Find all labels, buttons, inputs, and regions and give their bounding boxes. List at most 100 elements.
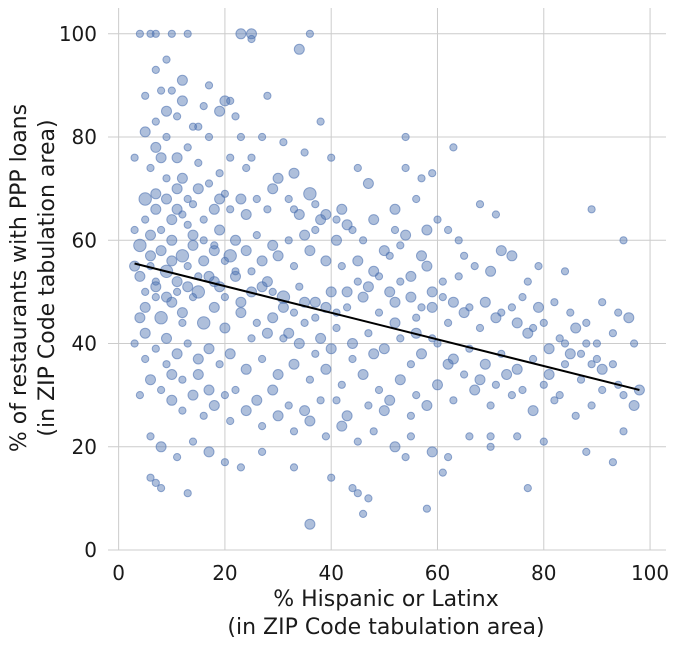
- scatter-point: [623, 312, 635, 324]
- scatter-point: [320, 209, 332, 220]
- scatter-point: [155, 245, 167, 257]
- y-tick-labels: 0 20 40 60 80 100: [59, 22, 97, 562]
- scatter-point: [304, 415, 316, 427]
- scatter-point: [204, 179, 214, 188]
- scatter-point: [396, 334, 405, 343]
- grid-lines: [108, 8, 666, 551]
- scatter-point: [155, 152, 167, 164]
- scatter-point: [157, 225, 166, 235]
- scatter-point: [364, 401, 373, 410]
- scatter-point: [337, 380, 346, 389]
- scatter-point: [288, 167, 300, 179]
- scatter-point: [491, 380, 500, 389]
- scatter-point: [157, 484, 166, 493]
- scatter-point: [321, 432, 330, 441]
- x-tick-labels: 0 20 40 60 80 100: [112, 561, 669, 585]
- scatter-point: [438, 277, 447, 286]
- scatter-point: [208, 400, 220, 411]
- scatter-point: [432, 379, 443, 391]
- y-tick-label: 40: [72, 332, 97, 356]
- y-tick-label: 100: [59, 22, 97, 46]
- scatter-point: [433, 215, 442, 224]
- scatter-point: [183, 262, 192, 271]
- scatter-point: [608, 360, 618, 369]
- scatter-point: [272, 369, 284, 380]
- scatter-point: [299, 229, 311, 241]
- scatter-point: [194, 122, 203, 131]
- scatter-point: [449, 396, 458, 405]
- scatter-point: [162, 55, 171, 64]
- scatter-point: [576, 349, 586, 358]
- scatter-point: [320, 363, 332, 375]
- scatter-point: [171, 348, 183, 360]
- scatter-point: [543, 343, 555, 355]
- scatter-point: [151, 293, 160, 302]
- scatter-point: [151, 65, 160, 75]
- scatter-point: [495, 245, 507, 257]
- scatter-point: [166, 255, 178, 267]
- scatter-point: [267, 183, 279, 195]
- scatter-point: [364, 329, 373, 338]
- scatter-point: [412, 391, 421, 400]
- scatter-point: [162, 174, 171, 183]
- scatter-point: [475, 200, 485, 209]
- scatter-point: [353, 277, 362, 286]
- scatter-point: [188, 200, 198, 209]
- scatter-point: [332, 323, 341, 333]
- scatter-point: [272, 250, 284, 262]
- y-axis-title-line-1: % of restaurants with PPP loans: [7, 104, 32, 452]
- scatter-point: [394, 374, 406, 386]
- scatter-point: [506, 250, 518, 262]
- scatter-point: [192, 353, 204, 365]
- scatter-point: [256, 281, 268, 293]
- scatter-point: [485, 265, 497, 277]
- scatter-point: [523, 484, 532, 493]
- scatter-point: [203, 446, 215, 458]
- y-tick-label: 60: [72, 228, 97, 252]
- scatter-point: [412, 194, 421, 204]
- scatter-point: [247, 267, 256, 276]
- scatter-point: [491, 210, 500, 219]
- scatter-point: [315, 332, 327, 344]
- scatter-point: [199, 102, 208, 111]
- scatter-point: [401, 453, 410, 462]
- x-tick-label: 40: [318, 561, 343, 585]
- y-tick-label: 0: [84, 538, 97, 562]
- scatter-point: [154, 311, 168, 325]
- scatter-point: [529, 354, 538, 364]
- scatter-point: [214, 105, 226, 117]
- scatter-point: [362, 281, 374, 293]
- scatter-point: [533, 301, 544, 313]
- scatter-point: [171, 152, 183, 164]
- scatter-point: [267, 384, 279, 396]
- scatter-point: [176, 307, 188, 319]
- scatter-point: [288, 358, 300, 370]
- scatter-point: [141, 215, 150, 224]
- scatter-point: [608, 329, 618, 338]
- scatter-point: [341, 286, 353, 298]
- scatter-point: [428, 169, 437, 178]
- x-tick-label: 60: [425, 561, 450, 585]
- scatter-point: [527, 405, 539, 417]
- scatter-point: [592, 339, 602, 348]
- scatter-point: [145, 250, 156, 262]
- scatter-point: [223, 249, 237, 263]
- scatter-point: [162, 360, 171, 369]
- scatter-point: [240, 405, 252, 417]
- scatter-point: [422, 504, 431, 513]
- scatter-point: [183, 339, 192, 348]
- scatter-point: [486, 442, 495, 451]
- scatter-point: [447, 296, 459, 308]
- scatter-point: [176, 172, 188, 184]
- y-axis-title-line-2: (in ZIP Code tabulation area): [35, 119, 60, 436]
- scatter-point: [139, 126, 151, 138]
- scatter-point: [518, 293, 527, 302]
- scatter-point: [145, 374, 156, 386]
- scatter-point: [192, 369, 204, 380]
- scatter-point: [390, 225, 400, 235]
- scatter-point: [191, 285, 206, 299]
- scatter-point: [220, 293, 229, 302]
- scatter-point: [178, 406, 187, 415]
- scatter-point: [161, 193, 172, 205]
- scatter-point: [151, 344, 160, 353]
